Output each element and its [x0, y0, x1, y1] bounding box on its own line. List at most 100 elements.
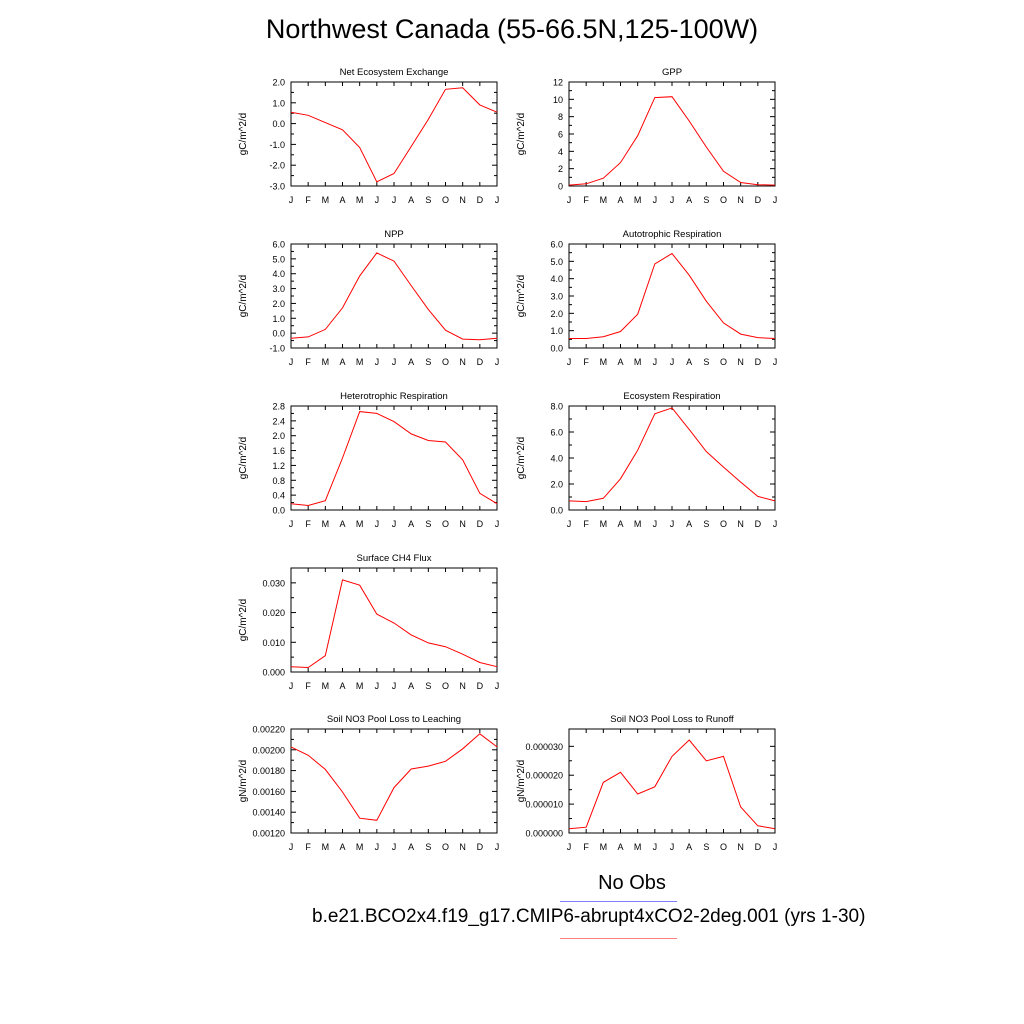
y-tick-label: 0.030: [262, 578, 285, 588]
x-tick-label: N: [459, 519, 466, 529]
x-tick-label: J: [495, 357, 500, 367]
x-tick-label: N: [459, 357, 466, 367]
x-tick-label: J: [653, 195, 658, 205]
x-tick-label: S: [703, 842, 709, 852]
x-tick-label: J: [567, 842, 572, 852]
y-tick-label: 0.00160: [252, 787, 285, 797]
x-tick-label: A: [686, 842, 692, 852]
x-tick-label: A: [339, 195, 345, 205]
x-tick-label: D: [477, 519, 484, 529]
series-line: [290, 579, 498, 669]
y-tick-label: 0.000020: [525, 771, 563, 781]
y-tick-label: 4.0: [550, 454, 563, 464]
x-tick-label: J: [289, 842, 294, 852]
x-tick-label: S: [425, 681, 431, 691]
y-tick-label: 1.6: [272, 446, 285, 456]
x-tick-label: N: [737, 195, 744, 205]
y-axis-label: gC/m^2/d: [238, 275, 249, 318]
y-tick-label: 0.000010: [525, 800, 563, 810]
series-line: [568, 739, 776, 830]
y-tick-label: 1.2: [272, 461, 285, 471]
chart-title: Surface CH4 Flux: [357, 553, 432, 564]
y-axis-label: gC/m^2/d: [516, 113, 527, 156]
x-tick-label: D: [477, 842, 484, 852]
y-tick-label: 8.0: [550, 402, 563, 412]
x-tick-label: M: [356, 842, 364, 852]
x-tick-label: O: [442, 519, 449, 529]
x-tick-label: F: [305, 681, 311, 691]
x-tick-label: J: [375, 519, 380, 529]
x-tick-label: A: [408, 357, 414, 367]
x-tick-label: S: [703, 519, 709, 529]
x-tick-label: O: [720, 519, 727, 529]
y-tick-label: 2.4: [272, 416, 285, 426]
y-tick-label: 2.8: [272, 402, 285, 412]
x-tick-label: J: [289, 357, 294, 367]
y-tick-label: 0.0: [550, 506, 563, 516]
y-tick-label: 6.0: [550, 428, 563, 438]
x-tick-label: F: [305, 519, 311, 529]
x-tick-label: J: [495, 842, 500, 852]
y-tick-label: 3.0: [550, 292, 563, 302]
x-tick-label: N: [459, 681, 466, 691]
x-tick-label: J: [495, 681, 500, 691]
x-tick-label: J: [495, 195, 500, 205]
x-tick-label: D: [755, 842, 762, 852]
x-tick-label: F: [305, 842, 311, 852]
y-tick-label: 0.00200: [252, 745, 285, 755]
chart-title: Ecosystem Respiration: [623, 391, 720, 402]
chart-title: Soil NO3 Pool Loss to Runoff: [610, 714, 734, 725]
y-tick-label: -1.0: [269, 344, 285, 354]
x-tick-label: J: [670, 842, 675, 852]
x-tick-label: J: [375, 681, 380, 691]
y-tick-label: -2.0: [269, 161, 285, 171]
x-tick-label: S: [425, 357, 431, 367]
y-tick-label: 2.0: [272, 78, 285, 88]
x-tick-label: A: [339, 357, 345, 367]
x-tick-label: A: [408, 519, 414, 529]
y-tick-label: 2.0: [550, 480, 563, 490]
x-tick-label: D: [755, 195, 762, 205]
x-tick-label: J: [670, 357, 675, 367]
x-tick-label: D: [755, 519, 762, 529]
y-tick-label: 0.00140: [252, 808, 285, 818]
x-tick-label: A: [617, 357, 623, 367]
plot-frame: [290, 243, 498, 349]
y-tick-label: 0.0: [550, 344, 563, 354]
x-tick-label: J: [653, 357, 658, 367]
x-tick-label: F: [583, 842, 589, 852]
x-tick-label: D: [755, 357, 762, 367]
y-tick-label: 0.0: [272, 329, 285, 339]
y-tick-label: 8: [558, 112, 563, 122]
x-tick-label: O: [720, 357, 727, 367]
x-tick-label: M: [356, 519, 364, 529]
x-tick-label: D: [477, 681, 484, 691]
y-tick-label: 4: [558, 147, 563, 157]
plot-frame: [568, 405, 776, 511]
y-tick-label: 0.0: [272, 119, 285, 129]
y-tick-label: 10: [553, 95, 563, 105]
y-tick-label: 0.4: [272, 491, 285, 501]
y-tick-label: 2: [558, 164, 563, 174]
x-tick-label: F: [305, 357, 311, 367]
x-tick-label: A: [339, 842, 345, 852]
x-tick-label: M: [356, 357, 364, 367]
x-tick-label: J: [289, 681, 294, 691]
x-tick-label: M: [634, 519, 642, 529]
y-tick-label: 0.020: [262, 608, 285, 618]
y-tick-label: 4.0: [272, 269, 285, 279]
x-tick-label: M: [322, 681, 330, 691]
y-tick-label: 2.0: [272, 431, 285, 441]
x-tick-label: A: [617, 195, 623, 205]
x-tick-label: O: [442, 842, 449, 852]
x-tick-label: J: [375, 195, 380, 205]
x-tick-label: J: [289, 519, 294, 529]
series-line: [568, 96, 776, 186]
y-tick-label: 3.0: [272, 284, 285, 294]
y-tick-label: 6.0: [550, 240, 563, 250]
x-tick-label: N: [737, 357, 744, 367]
x-tick-label: F: [583, 519, 589, 529]
